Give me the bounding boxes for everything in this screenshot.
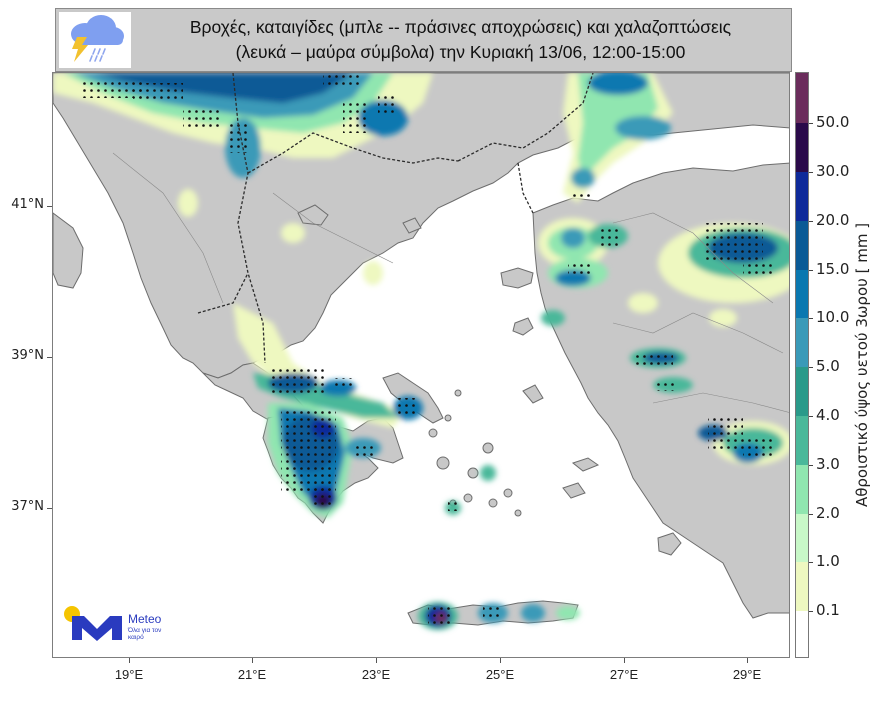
y-tick-label: 39°N — [11, 348, 44, 363]
colorbar-segment — [796, 318, 808, 367]
colorbar-tick — [809, 172, 813, 173]
map-canvas — [53, 73, 789, 630]
colorbar-tick — [809, 416, 813, 417]
colorbar-tick — [809, 318, 813, 319]
colorbar-label: 10.0 — [816, 308, 850, 326]
y-tick — [47, 357, 52, 358]
colorbar-segment — [796, 221, 808, 270]
x-tick-label: 23°E — [361, 667, 391, 682]
map-title: Βροχές, καταιγίδες (μπλε -- πράσινες απο… — [134, 15, 787, 65]
colorbar-label: 50.0 — [816, 113, 850, 131]
colorbar-label: 0.1 — [816, 601, 840, 619]
colorbar-tick — [809, 611, 813, 612]
colorbar-tick — [809, 465, 813, 466]
colorbar-label: 1.0 — [816, 552, 840, 570]
x-tick — [747, 658, 748, 663]
colorbar-label: 2.0 — [816, 504, 840, 522]
x-tick — [376, 658, 377, 663]
x-tick — [252, 658, 253, 663]
colorbar-tick — [809, 123, 813, 124]
colorbar-segment — [796, 562, 808, 611]
hail-symbols — [83, 73, 773, 627]
meteo-m-icon — [72, 616, 122, 641]
title-banner: Βροχές, καταιγίδες (μπλε -- πράσινες απο… — [55, 8, 792, 72]
x-tick — [624, 658, 625, 663]
land — [53, 73, 789, 626]
thunderstorm-rain-icon — [59, 12, 131, 68]
title-line-1: Βροχές, καταιγίδες (μπλε -- πράσινες απο… — [189, 17, 732, 37]
colorbar-segment — [796, 367, 808, 416]
colorbar — [795, 72, 809, 658]
colorbar-tick — [809, 514, 813, 515]
meteo-logo: Meteo Όλα για τον καιρό — [62, 604, 182, 644]
colorbar-label: 30.0 — [816, 162, 850, 180]
y-tick — [47, 206, 52, 207]
colorbar-segment — [796, 611, 808, 657]
colorbar-label: 3.0 — [816, 455, 840, 473]
colorbar-tick — [809, 562, 813, 563]
colorbar-segment — [796, 172, 808, 221]
y-tick — [47, 508, 52, 509]
x-tick — [500, 658, 501, 663]
colorbar-title: Αθροιστικό ύψος υετού 3ωρου [ mm ] — [853, 222, 871, 508]
x-tick-label: 27°E — [609, 667, 639, 682]
colorbar-tick — [809, 270, 813, 271]
colorbar-tick — [809, 221, 813, 222]
colorbar-segment — [796, 465, 808, 514]
logo-name: Meteo — [128, 612, 162, 626]
x-tick-label: 19°E — [114, 667, 144, 682]
colorbar-segment — [796, 416, 808, 465]
colorbar-segment — [796, 270, 808, 318]
title-line-2: (λευκά – μαύρα σύμβολα) την Κυριακή 13/0… — [235, 42, 686, 62]
colorbar-tick — [809, 367, 813, 368]
colorbar-label: 15.0 — [816, 260, 850, 278]
x-tick — [129, 658, 130, 663]
colorbar-segment — [796, 123, 808, 172]
x-tick-label: 21°E — [237, 667, 267, 682]
y-tick-label: 41°N — [11, 197, 44, 212]
colorbar-label: 20.0 — [816, 211, 850, 229]
x-tick-label: 25°E — [485, 667, 515, 682]
colorbar-label: 4.0 — [816, 406, 840, 424]
x-tick-label: 29°E — [732, 667, 762, 682]
precipitation-map — [52, 72, 790, 658]
colorbar-segment — [796, 514, 808, 562]
y-tick-label: 37°N — [11, 499, 44, 514]
colorbar-label: 5.0 — [816, 357, 840, 375]
logo-tagline: Όλα για τον καιρό — [128, 627, 162, 641]
colorbar-segment — [796, 73, 808, 123]
country-borders — [197, 73, 594, 364]
admin-lines — [112, 152, 789, 413]
